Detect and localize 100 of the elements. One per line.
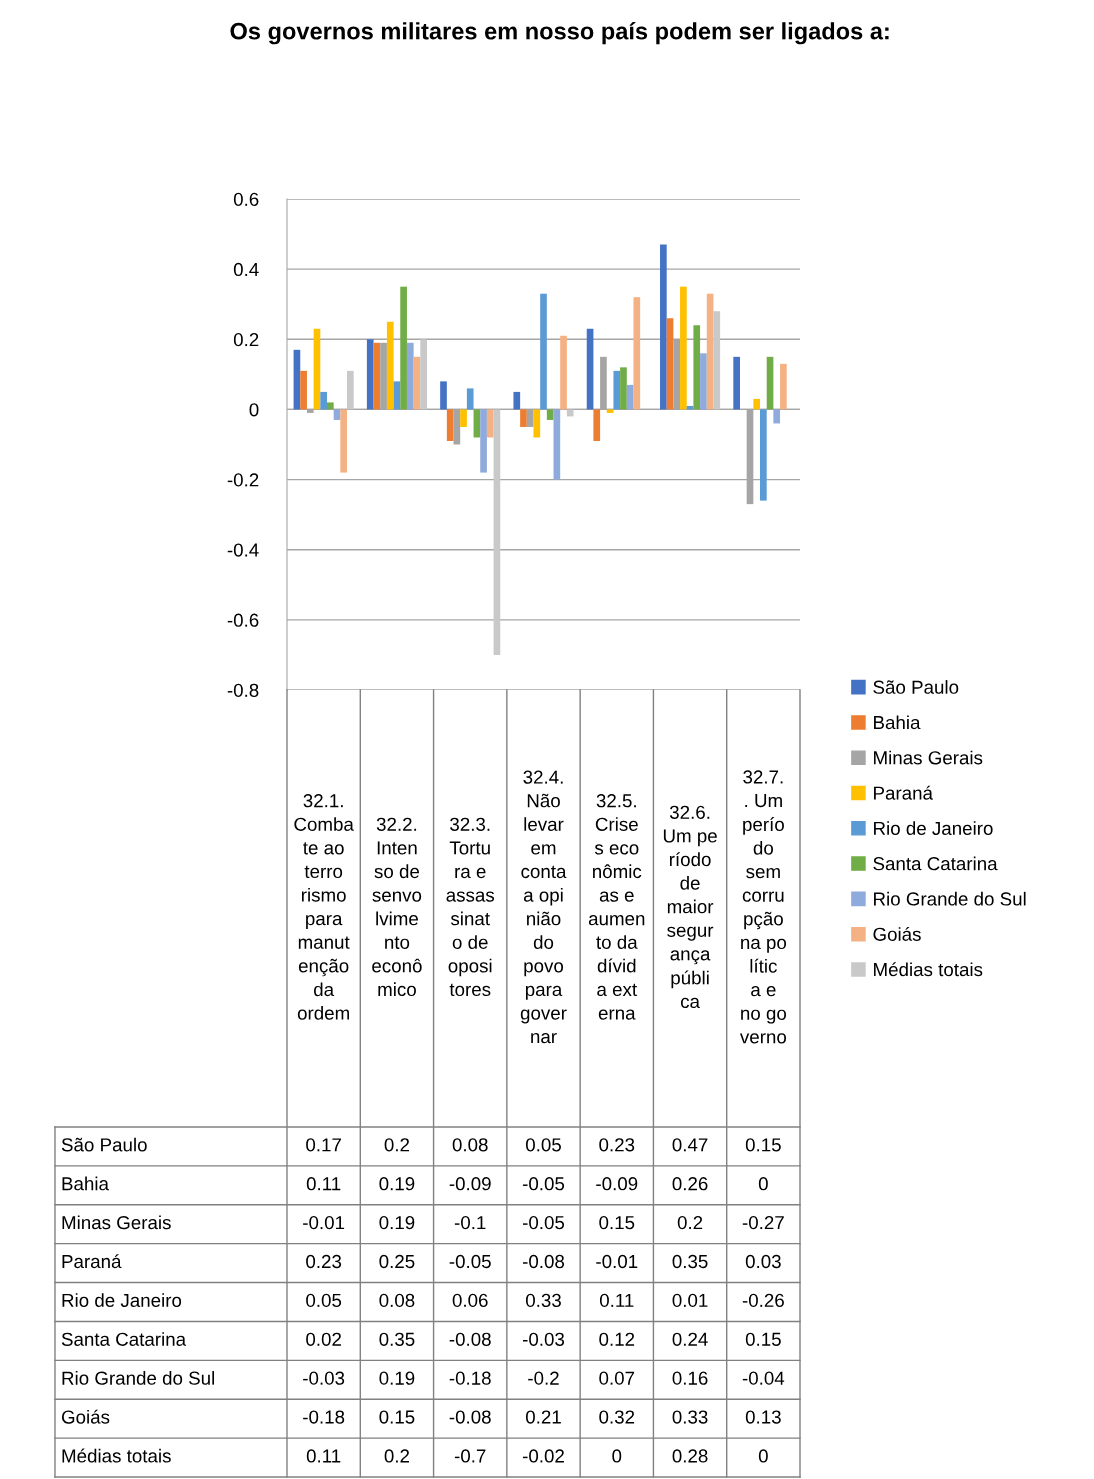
bar	[553, 409, 561, 480]
bar	[400, 286, 407, 410]
bar	[366, 339, 374, 410]
data-label: -0.08	[522, 1254, 565, 1269]
bar	[420, 339, 427, 410]
bar	[560, 335, 567, 410]
bar	[393, 381, 401, 410]
data-label: 0.28	[672, 1449, 708, 1463]
data-label: -0.05	[449, 1254, 491, 1269]
bar	[566, 409, 574, 417]
data-label: 0.35	[379, 1332, 415, 1346]
bar	[633, 297, 641, 410]
data-label: 0.15	[379, 1410, 415, 1424]
category-label: 32.7. . Um período sem corrupção na política e no governo	[739, 770, 787, 1044]
legend-label: Bahia	[874, 715, 921, 730]
data-label: 0.23	[599, 1138, 635, 1152]
data-label: -0.27	[742, 1215, 784, 1230]
data-label: -0.1	[454, 1215, 486, 1230]
data-label: 0.05	[306, 1293, 342, 1308]
data-label: 0.2	[384, 1449, 410, 1463]
bar	[660, 244, 667, 410]
data-label: -0.03	[522, 1332, 565, 1346]
bar	[386, 321, 394, 410]
bar	[540, 293, 547, 410]
bar	[406, 342, 414, 410]
data-label: 0.24	[672, 1332, 708, 1346]
legend-label: São Paulo	[873, 680, 959, 694]
data-label: 0.07	[599, 1371, 635, 1385]
y-tick-label: -0.4	[227, 543, 259, 557]
category-label: 32.4. Não levar em conta a opinião do povo para governar	[520, 770, 567, 1044]
bar	[713, 311, 721, 410]
bar	[526, 409, 534, 427]
data-label: 0	[758, 1177, 768, 1191]
bar	[760, 409, 767, 501]
bar	[326, 402, 334, 410]
data-label: -0.08	[449, 1332, 491, 1346]
data-label: -0.01	[303, 1215, 345, 1230]
bar	[453, 409, 461, 445]
bar	[780, 363, 787, 410]
text: São Paulo	[61, 1137, 147, 1152]
data-label: 0.35	[672, 1254, 708, 1269]
text: Minas Gerais	[62, 1215, 171, 1230]
bar	[493, 409, 501, 655]
bar	[613, 370, 621, 410]
data-label: 0.08	[452, 1138, 488, 1152]
data-label: 0.33	[525, 1293, 561, 1308]
data-label: 0.15	[745, 1138, 781, 1152]
y-tick-label: -0.8	[227, 683, 259, 697]
data-label: 0.19	[379, 1215, 415, 1230]
data-label: 0.06	[452, 1293, 488, 1308]
bar	[440, 381, 447, 410]
bar	[333, 409, 341, 420]
legend-label: Rio Grande do Sul	[874, 891, 1026, 906]
data-label: -0.08	[449, 1410, 491, 1424]
data-label: 0.02	[306, 1332, 341, 1346]
legend-label: Médias totais	[874, 962, 983, 977]
data-label: 0.19	[379, 1371, 415, 1385]
data-label: -0.18	[449, 1371, 491, 1385]
bar	[347, 370, 354, 410]
bar	[693, 325, 701, 410]
legend-label: Rio de Janeiro	[874, 821, 993, 836]
bar	[320, 391, 327, 410]
legend-label: Santa Catarina	[873, 856, 998, 871]
data-label: 0.01	[672, 1293, 708, 1308]
data-label: -0.26	[742, 1293, 784, 1308]
data-label: -0.09	[449, 1177, 491, 1191]
y-tick-label: 0	[249, 403, 259, 417]
bar	[700, 353, 707, 410]
text: Santa Catarina	[61, 1332, 187, 1346]
data-label: 0.47	[672, 1138, 708, 1152]
bar	[606, 409, 614, 413]
data-label: 0.32	[599, 1410, 635, 1424]
bar	[546, 409, 554, 420]
data-label: -0.03	[303, 1371, 345, 1385]
text: Rio de Janeiro	[62, 1293, 182, 1308]
data-label: 0.03	[745, 1254, 781, 1269]
bar	[466, 388, 474, 410]
bar	[460, 409, 467, 427]
data-label: -0.09	[596, 1177, 638, 1191]
data-label: -0.2	[528, 1371, 559, 1385]
category-label: 32.6. Um período de maior segurança pública	[663, 805, 717, 1009]
data-label: 0	[612, 1449, 622, 1463]
data-label: 0.11	[306, 1177, 341, 1191]
text: Bahia	[62, 1176, 109, 1191]
legend-label: Paraná	[874, 785, 933, 800]
bar	[733, 356, 740, 410]
bar	[480, 409, 487, 473]
y-tick-label: -0.6	[227, 613, 259, 627]
y-tick-label: 0.6	[233, 192, 259, 206]
category-label: 32.5. Crises econômicas e aumento da dívida externa	[588, 794, 645, 1020]
category-label: 32.1. Combate ao terrorismo para manutenção da ordem	[294, 794, 354, 1020]
data-label: -0.7	[454, 1449, 486, 1463]
bar	[473, 409, 481, 438]
legend-label: Goiás	[873, 926, 921, 941]
bar	[620, 367, 627, 410]
data-label: 0.12	[599, 1332, 635, 1346]
data-label: 0.16	[672, 1371, 708, 1385]
data-label: 0.26	[672, 1177, 708, 1191]
data-label: 0.21	[525, 1410, 561, 1424]
data-label: -0.05	[522, 1215, 565, 1230]
